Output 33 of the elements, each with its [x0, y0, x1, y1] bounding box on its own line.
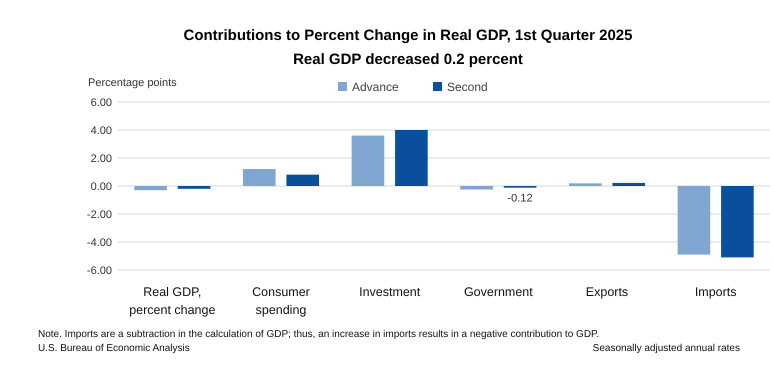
x-tick-label: Imports: [694, 285, 737, 299]
y-tick-label: -4.00: [86, 237, 112, 249]
bar: [352, 136, 384, 186]
chart-title: Contributions to Percent Change in Real GDP, 1st Quarter 2025: [184, 27, 632, 44]
text: Note. Imports are a subtraction in the calculation of GDP; thus, an increase in imports results in a negative contribution to GDP.: [38, 329, 600, 340]
bar: [286, 174, 320, 186]
text: U.S. Bureau of Economic Analysis: [38, 343, 190, 354]
y-tick-label: 2.00: [90, 153, 112, 165]
bar: [460, 186, 493, 190]
x-tick-label: Consumer spending: [252, 285, 310, 317]
bar: [568, 183, 602, 186]
y-tick-label: -2.00: [86, 209, 112, 221]
legend-label: Second: [447, 80, 488, 94]
bar: [721, 186, 754, 258]
y-axis-title: Percentage points: [88, 77, 178, 89]
x-tick-label: Government: [464, 285, 534, 299]
bar: [612, 182, 646, 186]
text: Seasonally adjusted annual rates: [592, 343, 740, 354]
y-tick-label: 6.00: [90, 97, 112, 109]
x-tick-label: Exports: [586, 285, 628, 299]
legend-label: Advance: [352, 80, 400, 94]
y-tick-label: 4.00: [90, 125, 112, 137]
bar: [178, 186, 210, 189]
x-tick-label: Investment: [359, 285, 421, 299]
y-tick-label: 0.00: [90, 181, 112, 193]
data-label: -0.12: [508, 192, 533, 205]
bar: [678, 186, 710, 255]
bar: [395, 130, 428, 186]
chart-subtitle: Real GDP decreased 0.2 percent: [293, 51, 523, 68]
y-tick-label: -6.00: [86, 265, 112, 277]
bar: [134, 186, 167, 190]
x-tick-label: Real GDP, percent change: [129, 285, 216, 317]
bar: [242, 169, 276, 186]
